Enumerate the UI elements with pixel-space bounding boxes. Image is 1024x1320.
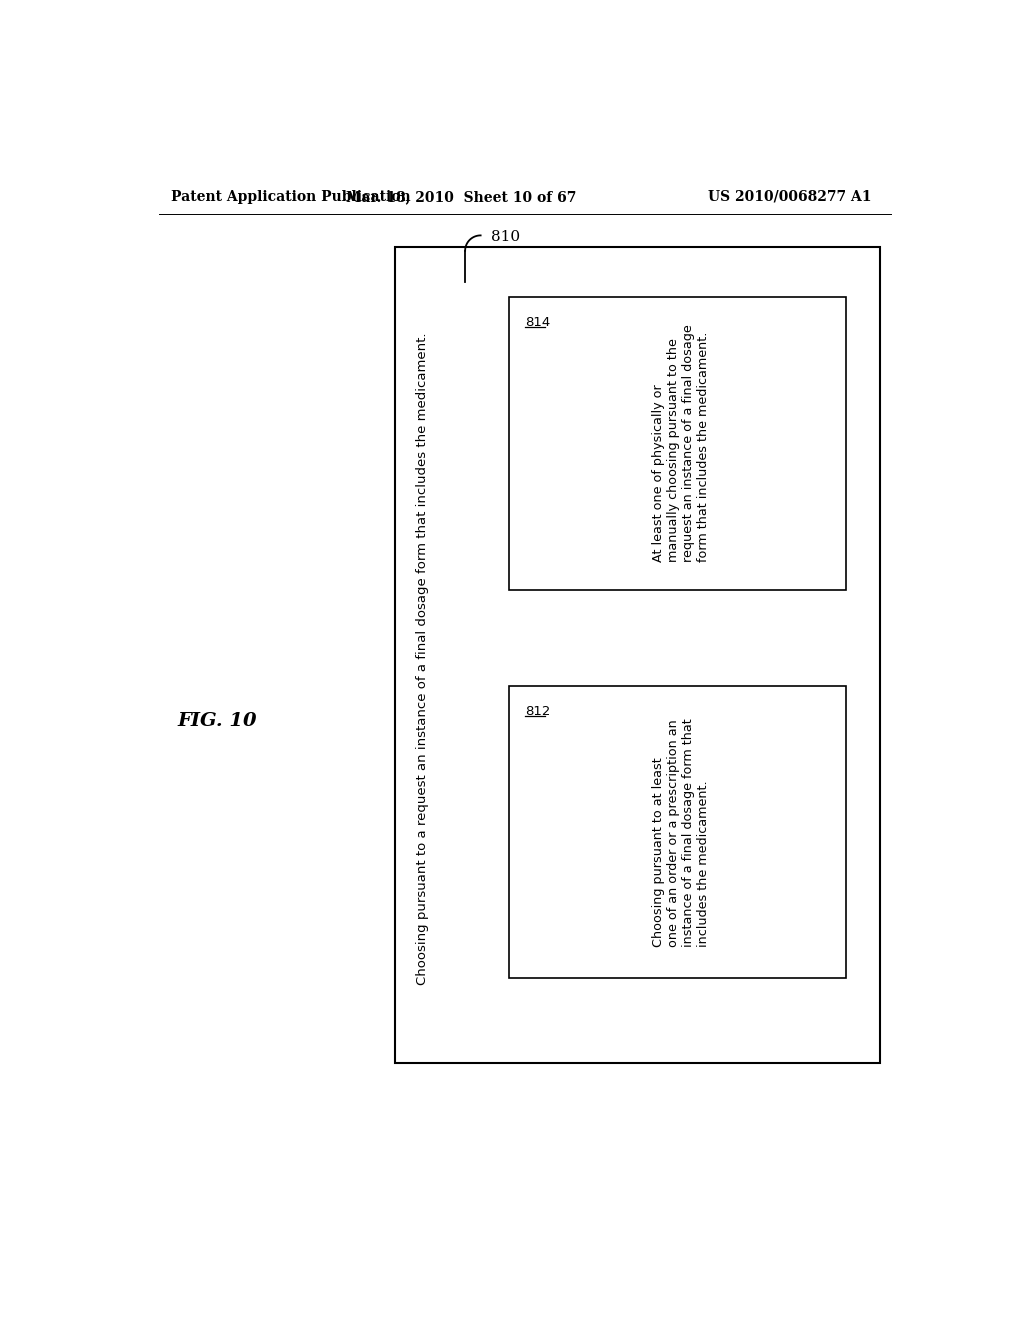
Text: Mar. 18, 2010  Sheet 10 of 67: Mar. 18, 2010 Sheet 10 of 67 [346,190,577,203]
Bar [509,686,847,978]
Bar [509,297,847,590]
Bar [395,247,880,1063]
Text: At least one of physically or
manually choosing pursuant to the
request an insta: At least one of physically or manually c… [652,325,711,562]
Text: 814: 814 [524,317,550,329]
Text: US 2010/0068277 A1: US 2010/0068277 A1 [709,190,872,203]
Text: FIG. 10: FIG. 10 [177,711,257,730]
Text: Choosing pursuant to at least
one of an order or a prescription an
instance of a: Choosing pursuant to at least one of an … [652,718,711,946]
Text: Patent Application Publication: Patent Application Publication [171,190,411,203]
Text: Choosing pursuant to a request an instance of a final dosage form that includes : Choosing pursuant to a request an instan… [416,333,429,985]
Text: 810: 810 [490,230,520,244]
Text: 812: 812 [524,705,550,718]
